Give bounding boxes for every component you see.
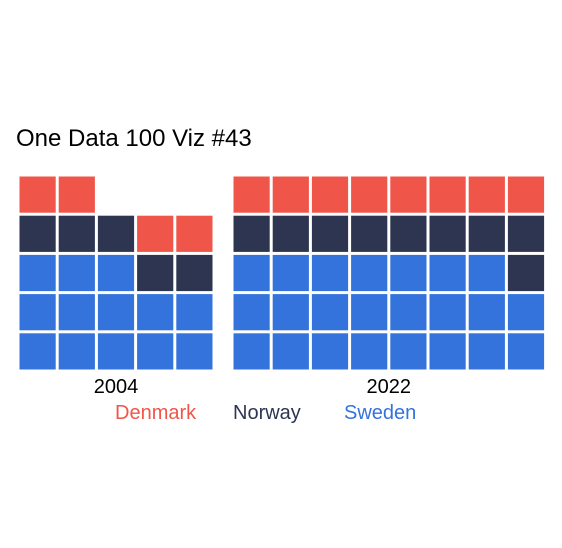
waffle-cell-norway (272, 215, 309, 252)
panel-2022: 2022 (233, 176, 545, 398)
panel-label-2004: 2004 (94, 376, 139, 398)
waffle-cell-sweden (233, 254, 270, 292)
waffle-cell-norway (351, 215, 388, 252)
waffle-cell-sweden (97, 294, 135, 331)
waffle-cell-norway (507, 254, 545, 292)
waffle-cell-denmark (390, 176, 427, 213)
waffle-cell-sweden (507, 333, 545, 370)
waffle-cell-sweden (19, 254, 56, 292)
waffle-cell-norway (429, 215, 466, 252)
waffle-cell-sweden (311, 294, 349, 331)
waffle-cell-denmark (351, 176, 388, 213)
waffle-cell-sweden (429, 294, 466, 331)
waffle-cell-sweden (19, 333, 56, 370)
chart-title: One Data 100 Viz #43 (16, 125, 252, 152)
waffle-cell-denmark (429, 176, 466, 213)
waffle-cell-denmark (19, 176, 56, 213)
waffle-cell-norway (58, 215, 95, 252)
waffle-cell-sweden (176, 333, 213, 370)
waffle-cell-sweden (429, 254, 466, 292)
legend-item-denmark: Denmark (115, 402, 197, 424)
waffle-cell-sweden (311, 254, 349, 292)
waffle-cell-sweden (390, 333, 427, 370)
waffle-cell-denmark (58, 176, 95, 213)
waffle-cell-denmark (468, 176, 505, 213)
legend-item-sweden: Sweden (344, 402, 416, 424)
waffle-cell-norway (176, 254, 213, 292)
waffle-cell-norway (507, 215, 545, 252)
waffle-cell-sweden (137, 294, 174, 331)
waffle-cell-sweden (311, 333, 349, 370)
waffle-cell-sweden (97, 333, 135, 370)
waffle-cell-norway (137, 254, 174, 292)
waffle-cell-sweden (429, 333, 466, 370)
waffle-cell-sweden (351, 294, 388, 331)
waffle-cell-norway (468, 215, 505, 252)
waffle-cell-sweden (19, 294, 56, 331)
waffle-cell-sweden (58, 294, 95, 331)
waffle-cell-norway (97, 215, 135, 252)
waffle-cell-sweden (233, 333, 270, 370)
waffle-cell-sweden (58, 333, 95, 370)
waffle-cell-sweden (390, 294, 427, 331)
waffle-cell-sweden (272, 333, 309, 370)
waffle-cell-denmark (272, 176, 309, 213)
waffle-cell-norway (19, 215, 56, 252)
panel-label-2022: 2022 (367, 376, 412, 398)
waffle-cell-sweden (97, 254, 135, 292)
waffle-cell-norway (390, 215, 427, 252)
waffle-cell-sweden (58, 254, 95, 292)
waffle-cell-sweden (390, 254, 427, 292)
waffle-cell-denmark (137, 215, 174, 252)
waffle-cell-denmark (311, 176, 349, 213)
waffle-cell-sweden (468, 294, 505, 331)
waffle-cell-sweden (176, 294, 213, 331)
waffle-cell-sweden (137, 333, 174, 370)
waffle-cell-denmark (176, 215, 213, 252)
waffle-cell-sweden (233, 294, 270, 331)
panels: 2004 2022 (19, 176, 545, 398)
waffle-cell-sweden (272, 294, 309, 331)
waffle-cell-sweden (507, 294, 545, 331)
waffle-cell-sweden (468, 333, 505, 370)
waffle-cell-norway (311, 215, 349, 252)
waffle-cell-sweden (272, 254, 309, 292)
waffle-cell-sweden (351, 333, 388, 370)
panel-2004: 2004 (19, 176, 213, 398)
waffle-cell-sweden (468, 254, 505, 292)
legend-item-norway: Norway (233, 402, 301, 424)
waffle-cell-denmark (233, 176, 270, 213)
legend: Denmark Norway Sweden (115, 402, 416, 424)
waffle-cell-sweden (351, 254, 388, 292)
waffle-cell-denmark (507, 176, 545, 213)
waffle-cell-norway (233, 215, 270, 252)
